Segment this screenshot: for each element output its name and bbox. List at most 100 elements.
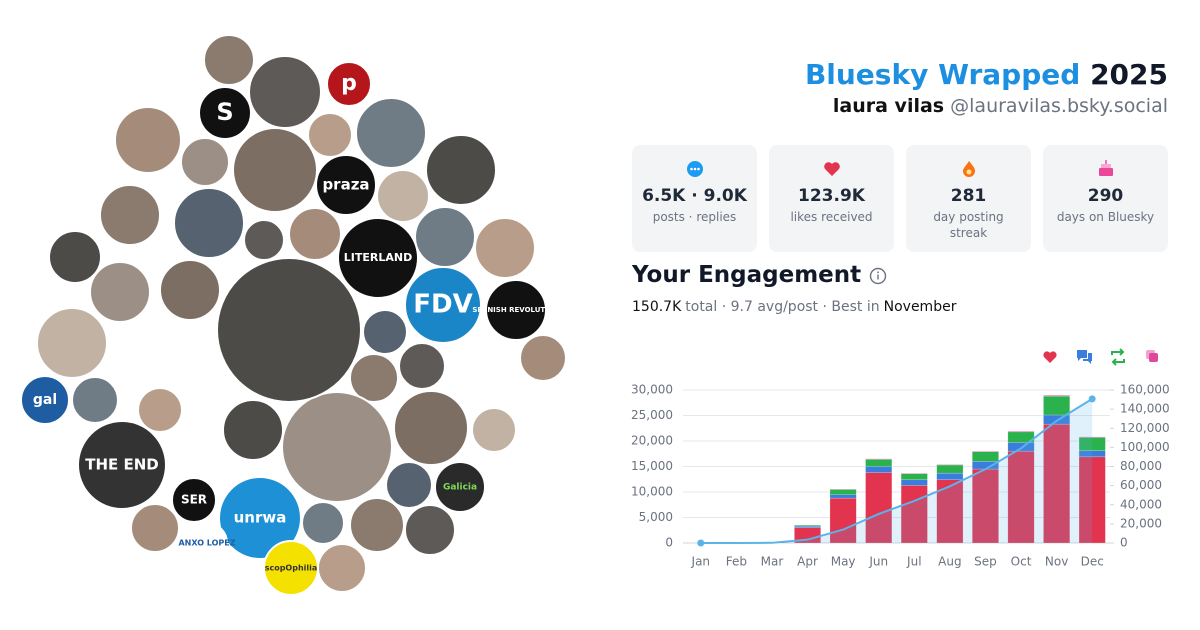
avatar	[137, 387, 183, 433]
y2-tick-label: 40,000	[1120, 497, 1162, 511]
avatar	[301, 501, 345, 545]
avatar	[48, 230, 102, 284]
avatar	[173, 187, 245, 259]
bar-segment	[1007, 442, 1035, 452]
y2-tick-label: 0	[1120, 536, 1128, 550]
avatar	[404, 504, 456, 556]
x-tick-label: Mar	[761, 555, 784, 569]
x-tick-label: Jun	[868, 555, 888, 569]
bar-segment	[1078, 456, 1106, 544]
avatar	[216, 257, 362, 403]
avatar	[404, 266, 482, 344]
avatar-label: gal	[33, 392, 57, 408]
y2-tick-label: 20,000	[1120, 516, 1162, 530]
legend-icon	[1146, 350, 1155, 359]
avatar	[349, 497, 405, 553]
x-tick-label: Feb	[726, 555, 747, 569]
avatar	[376, 169, 430, 223]
avatar	[471, 407, 517, 453]
x-tick-label: Apr	[797, 555, 818, 569]
bar-segment	[972, 450, 999, 452]
avatar	[393, 390, 469, 466]
avatar	[474, 217, 536, 279]
stat-label: posts · replies	[652, 210, 737, 224]
avatar	[519, 334, 567, 382]
bar-segment	[1043, 414, 1071, 425]
avatar-label: FDV	[413, 290, 472, 320]
bar-segment	[865, 458, 893, 460]
section-title-text: Your Engagement	[632, 262, 862, 288]
avatar-label: LITERLAND	[344, 251, 412, 264]
avatar-label: ANXO LOPEZ	[178, 539, 235, 548]
bar-segment	[865, 466, 893, 473]
bar-segment	[936, 472, 964, 481]
bar-segment	[1043, 423, 1071, 544]
y-tick-label: 0	[665, 536, 673, 550]
y2-tick-label: 120,000	[1120, 421, 1170, 435]
bar-segment	[794, 527, 821, 544]
avatar-label: p	[341, 71, 357, 96]
y-tick-label: 15,000	[631, 459, 673, 473]
y-tick-label: 30,000	[631, 383, 673, 397]
year: 2025	[1090, 58, 1168, 91]
bar-segment	[900, 473, 928, 481]
stat-value: 6.5K · 9.0K	[642, 186, 747, 206]
avatar	[114, 106, 182, 174]
line-point	[1088, 395, 1096, 403]
stat-value: 123.9K	[798, 186, 865, 206]
avatar	[243, 219, 285, 261]
stat-label: likes received	[790, 210, 873, 224]
avatar-label: Galicia	[443, 483, 477, 493]
avatar	[232, 127, 318, 213]
avatar	[186, 522, 228, 564]
bar-segment	[1007, 431, 1035, 443]
legend-icon	[1149, 353, 1158, 362]
avatar	[349, 353, 399, 403]
bar-segment	[972, 461, 999, 470]
title: Bluesky Wrapped	[804, 58, 1081, 91]
y-tick-label: 20,000	[631, 434, 673, 448]
x-tick-label: Dec	[1081, 555, 1104, 569]
bar-segment	[900, 485, 928, 544]
subtitle-part: November	[883, 299, 957, 315]
y-tick-label: 10,000	[631, 485, 673, 499]
bar-segment	[829, 497, 857, 544]
bar-segment	[1043, 395, 1071, 397]
avatar-label: SER	[181, 493, 207, 507]
x-tick-label: Aug	[938, 555, 961, 569]
avatar	[385, 461, 433, 509]
avatar	[326, 61, 372, 107]
avatar-label: praza	[322, 176, 369, 194]
y2-tick-label: 80,000	[1120, 459, 1162, 473]
stat-card: 123.9K likes received	[769, 145, 894, 252]
subtitle: 150.7K total · 9.7 avg/post · Best in Nove…	[632, 299, 960, 315]
avatar	[263, 540, 319, 596]
stat-card: 281 day posting streak	[906, 145, 1031, 252]
bar-segment	[829, 489, 857, 495]
handle: @lauravilas.bsky.social	[950, 95, 1168, 117]
bar-segment	[758, 541, 786, 544]
legend-icon	[1077, 350, 1092, 364]
avatar-label: THE END	[85, 456, 159, 474]
avatar	[398, 342, 446, 390]
header: Bluesky Wrapped 2025 laura vilas @laurav…	[805, 58, 1168, 117]
bar-segment	[865, 472, 893, 544]
avatar	[218, 476, 302, 560]
bar-segment	[1078, 436, 1106, 438]
avatar	[337, 217, 419, 299]
y2-tick-label: 160,000	[1120, 383, 1170, 397]
x-tick-label: May	[831, 555, 856, 569]
subtitle-part: total · 9.7 avg/post · Best in	[685, 299, 880, 315]
avatar	[317, 543, 367, 593]
bar-segment	[936, 479, 964, 544]
name: laura vilas	[832, 95, 945, 117]
avatar	[198, 86, 252, 140]
avatar	[20, 375, 70, 425]
subtitle-part: 150.7K	[632, 299, 682, 315]
avatar	[362, 309, 408, 355]
avatar	[355, 97, 427, 169]
x-tick-label: Oct	[1011, 555, 1032, 569]
avatar-label: scopOphilia	[265, 564, 318, 573]
y2-tick-label: 140,000	[1120, 402, 1170, 416]
